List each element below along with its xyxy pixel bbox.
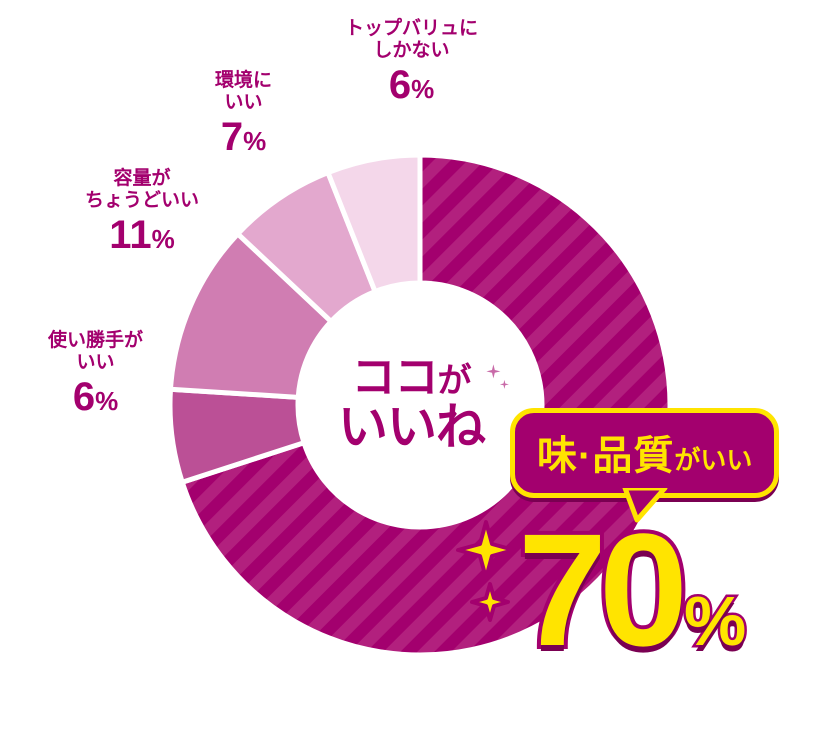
center-line1a: ココ (352, 353, 438, 402)
label-env: 環境に いい 7% (215, 70, 272, 160)
label-only: トップバリュに しかない 6% (345, 18, 478, 108)
sparkle-icon (479, 361, 519, 401)
label-usage: 使い勝手が いい 6% (48, 330, 143, 420)
center-line1b: が (438, 362, 472, 400)
callout-sub: がいい (674, 445, 752, 475)
label-volume: 容量が ちょうどいい 11% (85, 168, 199, 258)
callout: 味·品質がいい (510, 408, 779, 498)
center-title: ココが いいね (338, 355, 485, 454)
big-sparkle-icon (428, 510, 548, 670)
callout-main: 味·品質 (537, 434, 674, 478)
donut-infographic: ココが いいね トップバリュに しかない 6% 環境に いい 7% 容量が ちょ… (0, 0, 840, 747)
center-line2: いいね (338, 401, 485, 454)
highlight-value: 70% (518, 510, 746, 670)
